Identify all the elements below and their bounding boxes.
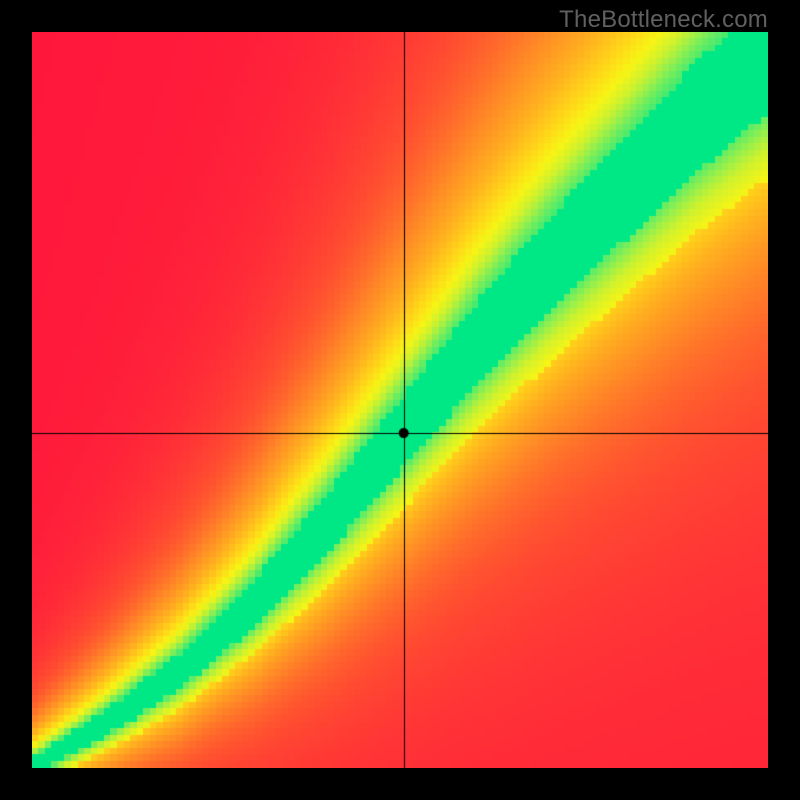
chart-container: TheBottleneck.com <box>0 0 800 800</box>
bottleneck-heatmap <box>32 32 768 768</box>
watermark-text: TheBottleneck.com <box>559 6 768 34</box>
